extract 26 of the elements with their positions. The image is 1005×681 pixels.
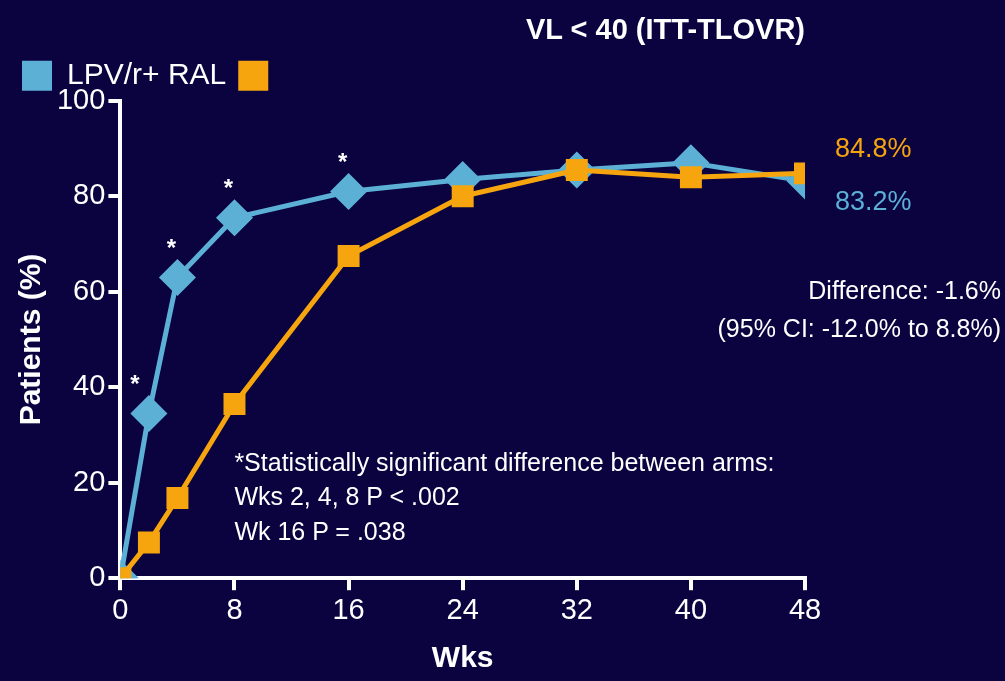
x-tick-label: 16 <box>332 592 365 625</box>
data-label: 83.2% <box>835 186 912 217</box>
x-tick-label: 48 <box>788 592 822 625</box>
y-axis-title: Patients (%) <box>13 253 47 426</box>
annotation: * <box>337 148 348 176</box>
x-tick-label: 8 <box>226 592 243 625</box>
data-label: 84.8% <box>835 132 912 163</box>
text: Difference: -1.6% <box>808 275 1001 304</box>
annotation: Wk 16 P = .038 <box>234 517 406 546</box>
annotation: *Statistically significant difference between arms: <box>234 447 775 476</box>
y-tick-label: 0 <box>89 560 106 593</box>
y-tick-label: 40 <box>73 369 106 402</box>
annotation: * <box>130 370 141 398</box>
annotation: Wks 2, 4, 8 P < .002 <box>234 482 460 511</box>
x-tick-label: 40 <box>674 592 708 625</box>
x-tick-label: 32 <box>560 592 593 625</box>
y-tick-label: 20 <box>73 464 106 497</box>
x-axis-title: Wks <box>431 640 494 674</box>
chart-title: VL < 40 (ITT-TLOVR) <box>525 13 805 46</box>
annotation: * <box>223 174 234 202</box>
y-tick-label: 60 <box>73 273 106 306</box>
y-tick-label: 80 <box>73 178 106 211</box>
x-tick-label: 0 <box>112 592 129 625</box>
x-tick-label: 24 <box>446 592 479 625</box>
annotation: (95% CI: -12.0% to 8.8%) <box>717 313 1001 342</box>
annotation: * <box>166 234 177 262</box>
